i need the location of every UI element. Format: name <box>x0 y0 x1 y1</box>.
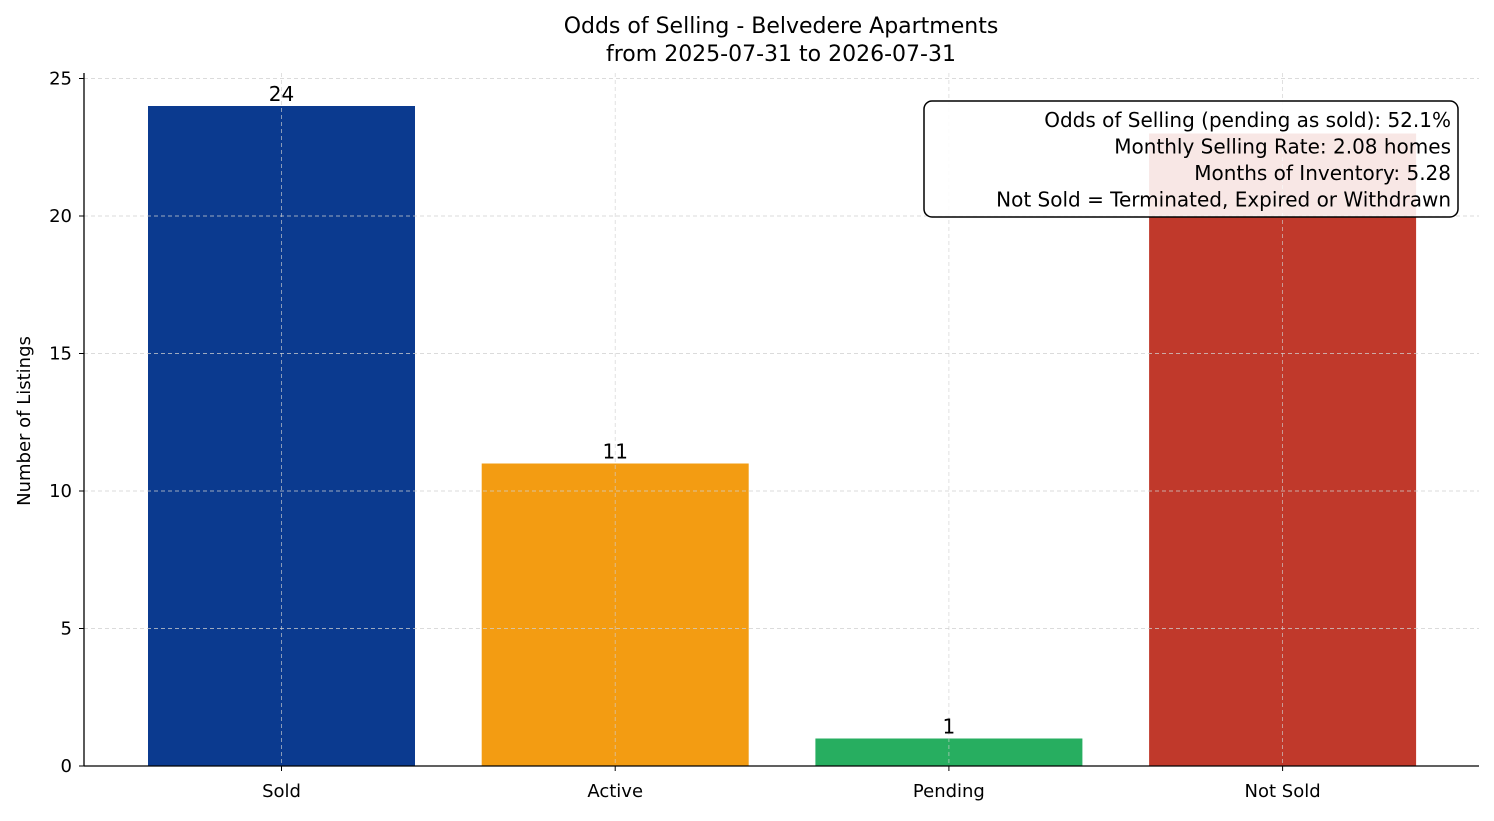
bar-3 <box>1149 133 1417 766</box>
info-box-frame <box>923 100 1459 218</box>
data-label-0: 24 <box>269 82 294 106</box>
data-label-2: 1 <box>943 715 956 739</box>
chart-subtitle: from 2025-07-31 to 2026-07-31 <box>606 42 956 67</box>
info-box: Odds of Selling (pending as sold): 52.1%… <box>923 100 1459 218</box>
y-tick-label-0: 0 <box>61 756 72 777</box>
info-box-line-1: Monthly Selling Rate: 2.08 homes <box>1114 135 1451 159</box>
y-tick-label-2: 10 <box>49 481 72 502</box>
info-box-line-2: Months of Inventory: 5.28 <box>1194 161 1451 185</box>
data-label-1: 11 <box>602 440 627 464</box>
y-tick-label-1: 5 <box>61 619 72 640</box>
y-tick-label-4: 20 <box>49 206 72 227</box>
chart-title: Odds of Selling - Belvedere Apartments <box>564 14 999 39</box>
x-tick-label-0: Sold <box>262 781 301 802</box>
y-tick-label-3: 15 <box>49 344 72 365</box>
y-tick-label-5: 25 <box>49 69 72 90</box>
info-box-line-0: Odds of Selling (pending as sold): 52.1% <box>1044 108 1451 132</box>
x-tick-label-2: Pending <box>913 781 985 802</box>
y-axis-label: Number of Listings <box>14 336 35 506</box>
x-tick-label-1: Active <box>587 781 643 802</box>
x-tick-label-3: Not Sold <box>1245 781 1321 802</box>
info-box-line-3: Not Sold = Terminated, Expired or Withdr… <box>996 188 1451 212</box>
axis-layer: 0 5 10 15 20 25 Sold Active Pending Not Sold <box>49 69 1479 802</box>
bar-0 <box>148 106 415 766</box>
